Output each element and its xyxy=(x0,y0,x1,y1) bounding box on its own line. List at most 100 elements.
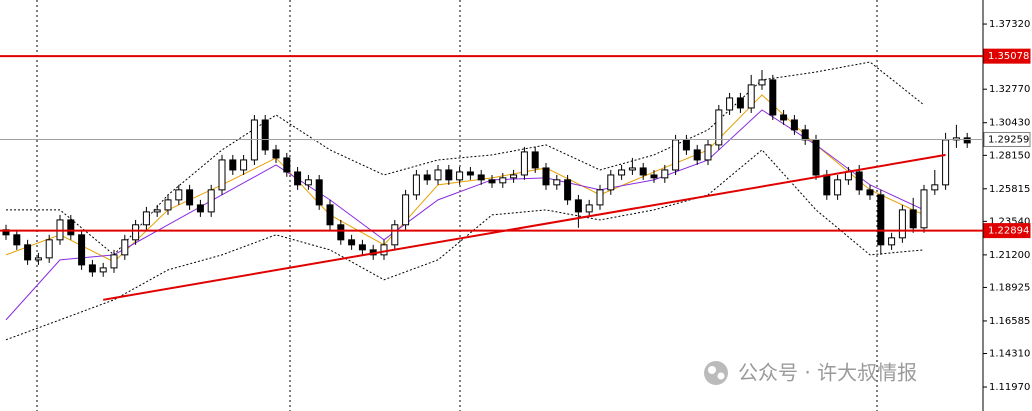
candle-body xyxy=(88,264,96,273)
candle-body xyxy=(672,139,680,171)
candle-body xyxy=(834,179,842,196)
candle-body xyxy=(186,189,194,206)
candle-body xyxy=(13,234,21,246)
candle-body xyxy=(942,139,950,186)
candle-body xyxy=(207,189,215,213)
candle-body xyxy=(758,79,766,86)
candle-body xyxy=(682,139,690,151)
candle-body xyxy=(488,179,496,184)
candle-body xyxy=(45,239,53,259)
candle-body xyxy=(348,239,356,246)
candle-body xyxy=(337,224,345,241)
y-tick-label: 1.25815 xyxy=(989,184,1030,195)
candle-body xyxy=(34,257,42,261)
candle-body xyxy=(607,174,615,191)
candle-body xyxy=(855,171,863,191)
candle-body xyxy=(153,209,161,213)
watermark-icon xyxy=(717,372,725,380)
candle-body xyxy=(585,204,593,213)
y-tick-label: 1.18925 xyxy=(989,282,1030,293)
candle-body xyxy=(477,174,485,181)
candle-body xyxy=(661,169,669,179)
candle-body xyxy=(391,224,399,246)
candle-body xyxy=(769,79,777,116)
y-tick-label: 1.32770 xyxy=(989,84,1030,95)
candle-body xyxy=(780,114,788,121)
candle-body xyxy=(801,129,809,141)
candle-body xyxy=(78,234,86,266)
candle-body xyxy=(531,151,539,169)
candle-body xyxy=(229,159,237,171)
candle-body xyxy=(747,84,755,109)
candle-body xyxy=(240,159,248,171)
candle-body xyxy=(715,109,723,146)
candle-body xyxy=(920,189,928,229)
watermark-icon xyxy=(708,366,716,374)
candle-body xyxy=(510,174,518,179)
period-separators xyxy=(36,0,878,411)
candle-body xyxy=(423,174,431,181)
candle-body xyxy=(218,159,226,191)
candle-body xyxy=(790,119,798,131)
price-level-tag xyxy=(983,131,1031,147)
candle-body xyxy=(898,209,906,239)
candle-body xyxy=(499,177,507,184)
candle-body xyxy=(358,244,366,251)
candle-body xyxy=(823,174,831,196)
candle-body xyxy=(110,254,118,269)
price-level-label: 1.35078 xyxy=(988,51,1029,62)
candle-body xyxy=(315,179,323,206)
y-tick-label: 1.11970 xyxy=(989,382,1030,393)
candle-body xyxy=(196,204,204,213)
candle-body xyxy=(434,169,442,181)
candle-body xyxy=(304,179,312,186)
price-level-tag xyxy=(983,223,1031,239)
watermark-text: 公众号 · 许大叔情报 xyxy=(738,361,917,385)
y-tick-label: 1.30430 xyxy=(989,118,1030,129)
candle-body xyxy=(294,171,302,186)
candle-body xyxy=(272,149,280,159)
candle-body xyxy=(877,194,885,246)
candle-body xyxy=(261,119,269,151)
candle-body xyxy=(909,209,917,229)
candle-body xyxy=(542,167,550,186)
candle-body xyxy=(456,171,464,181)
candle-body xyxy=(326,204,334,226)
candle-body xyxy=(121,239,129,256)
candle-body xyxy=(564,179,572,201)
price-level-label: 1.29259 xyxy=(988,134,1029,145)
candle-body xyxy=(888,237,896,246)
candle-body xyxy=(963,137,971,144)
candle-body xyxy=(445,169,453,181)
candle-body xyxy=(726,97,734,111)
y-tick-label: 1.21200 xyxy=(989,250,1030,261)
candle-body xyxy=(596,189,604,206)
candle-body xyxy=(812,139,820,176)
candle-body xyxy=(866,189,874,196)
candle-body xyxy=(466,171,474,176)
candle-body xyxy=(704,144,712,161)
candle-body xyxy=(618,169,626,176)
candle-body xyxy=(142,211,150,226)
candle-body xyxy=(736,97,744,109)
candle-body xyxy=(553,179,561,186)
y-tick-label: 1.16585 xyxy=(989,316,1030,327)
candle-body xyxy=(639,167,647,176)
candle-body xyxy=(574,199,582,213)
price-level-label: 1.22894 xyxy=(988,226,1029,237)
watermark: 公众号 · 许大叔情报 xyxy=(704,361,917,385)
candle-body xyxy=(132,224,140,241)
candle-body xyxy=(380,244,388,256)
candle-body xyxy=(283,157,291,173)
trendline xyxy=(103,153,946,301)
candle-body xyxy=(402,194,410,226)
candle-body xyxy=(24,244,32,261)
candle-body xyxy=(650,174,658,179)
watermark-icon xyxy=(704,361,728,385)
price-level-tag xyxy=(983,48,1031,64)
y-tick-label: 1.14310 xyxy=(989,349,1030,360)
candle-body xyxy=(175,189,183,201)
candle-body xyxy=(412,174,420,196)
